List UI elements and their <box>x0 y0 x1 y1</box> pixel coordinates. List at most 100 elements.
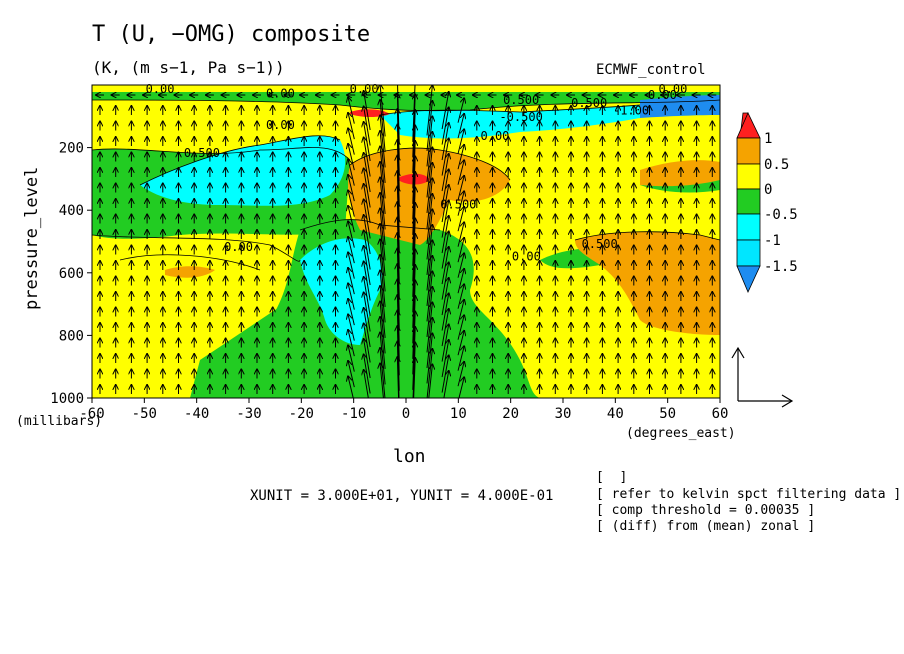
wind-vector <box>457 269 464 294</box>
wind-vector <box>457 238 464 263</box>
wind-vector <box>428 365 432 398</box>
wind-vector <box>348 97 355 124</box>
wind-vector <box>348 376 354 398</box>
wind-vector <box>457 253 464 278</box>
wind-vector <box>348 113 355 140</box>
wind-vector <box>426 148 432 198</box>
wind-vector <box>426 303 432 353</box>
vector-unit-text: XUNIT = 3.000E+01, YUNIT = 4.000E-01 <box>250 488 554 504</box>
wind-vector <box>413 343 415 398</box>
y-tick-label: 600 <box>59 266 84 282</box>
wind-vector <box>457 284 464 309</box>
wind-vector <box>348 268 355 295</box>
wind-vector <box>457 191 464 216</box>
wind-vector <box>443 371 449 398</box>
x-tick-label: 50 <box>659 406 676 422</box>
wind-vector <box>380 116 386 168</box>
x-tick-label: -60 <box>79 406 104 422</box>
wind-vector <box>457 300 464 325</box>
wind-vector <box>457 145 464 170</box>
wind-vector <box>426 194 432 245</box>
x-tick-label: 30 <box>555 406 572 422</box>
x-tick-label: -40 <box>184 406 209 422</box>
colorbar-tick-label: -1 <box>764 233 781 249</box>
y-axis-title: pressure_level <box>22 166 42 310</box>
contour-line <box>92 234 301 262</box>
y-tick-label: 800 <box>59 328 84 344</box>
colorbar-bin <box>736 188 761 215</box>
wind-vector <box>380 193 386 245</box>
x-tick-label: -30 <box>236 406 261 422</box>
x-tick-label: -10 <box>341 406 366 422</box>
wind-vector <box>380 333 386 385</box>
x-tick-label: 20 <box>502 406 519 422</box>
wind-vector <box>426 163 432 214</box>
wind-vector <box>426 349 432 398</box>
contour-line <box>92 147 351 161</box>
wind-vector <box>380 317 386 369</box>
wind-vector <box>426 272 432 322</box>
x-tick-label: 0 <box>402 406 410 422</box>
wind-vector <box>426 287 432 338</box>
wind-vector <box>457 331 464 356</box>
wind-vector <box>364 370 369 398</box>
contour-label: -0.500 <box>499 110 542 124</box>
wind-vector <box>348 175 355 202</box>
wind-vector <box>426 179 432 229</box>
wind-vector <box>380 147 386 199</box>
wind-vector <box>348 206 355 233</box>
contour-label: 0.00 <box>658 82 687 96</box>
chart-units: (K, (m s−1, Pa s−1)) <box>92 58 285 77</box>
wind-vector <box>457 114 464 139</box>
wind-vector <box>348 237 355 264</box>
x-tick-label: -20 <box>289 406 314 422</box>
wind-vector <box>380 302 386 354</box>
wind-vector <box>380 209 386 261</box>
contour-line <box>92 99 720 112</box>
contour-label: 0.500 <box>582 237 618 251</box>
wind-vector <box>426 132 432 183</box>
wind-vector <box>457 346 464 371</box>
wind-vector <box>348 190 355 217</box>
wind-vector <box>380 85 386 137</box>
wind-vector <box>426 86 432 136</box>
contour-line <box>139 135 341 186</box>
x-tick-label: 60 <box>712 406 729 422</box>
wind-vector <box>457 362 464 387</box>
wind-vector <box>426 101 432 152</box>
contour-label: 0.500 <box>503 93 539 107</box>
shaded-field <box>92 85 720 398</box>
wind-vector <box>348 283 355 310</box>
y-tick-label: 400 <box>59 203 84 219</box>
wind-vector <box>457 207 464 232</box>
x-tick-label: 10 <box>450 406 467 422</box>
wind-vector <box>348 144 355 171</box>
vector-reference <box>731 346 794 408</box>
wind-vector <box>348 330 355 357</box>
note-line: [ (diff) from (mean) zonal ] <box>596 519 816 534</box>
wind-vector <box>426 225 432 276</box>
y-axis: 200 400 600 800 1000 <box>50 141 92 407</box>
note-line: [ comp threshold = 0.00035 ] <box>596 503 816 518</box>
contour-label: 0.00 <box>146 82 175 96</box>
colorbar-tick-label: 0 <box>764 182 772 198</box>
wind-vector <box>380 255 386 307</box>
contour-label: 0.00 <box>266 118 295 132</box>
colorbar-tick-label: 0.5 <box>764 157 789 173</box>
wind-vector <box>380 271 386 323</box>
x-axis: -60 -50 -40 -30 -20 -10 0 10 20 30 40 50 60 <box>79 398 728 422</box>
wind-vector <box>457 160 464 185</box>
colorbar-bin <box>736 239 761 267</box>
wind-vector <box>380 286 386 338</box>
wind-vector <box>426 318 432 369</box>
wind-vector <box>426 210 432 260</box>
wind-vector <box>426 241 432 291</box>
contour-label: 0.500 <box>440 198 476 212</box>
colorbar: 1 0.5 0 -0.5 -1 -1.5 <box>736 112 798 293</box>
wind-vector <box>348 221 355 248</box>
wind-vector <box>380 224 386 276</box>
colorbar-bin <box>736 163 761 190</box>
contour-label: 0.00 <box>224 240 253 254</box>
